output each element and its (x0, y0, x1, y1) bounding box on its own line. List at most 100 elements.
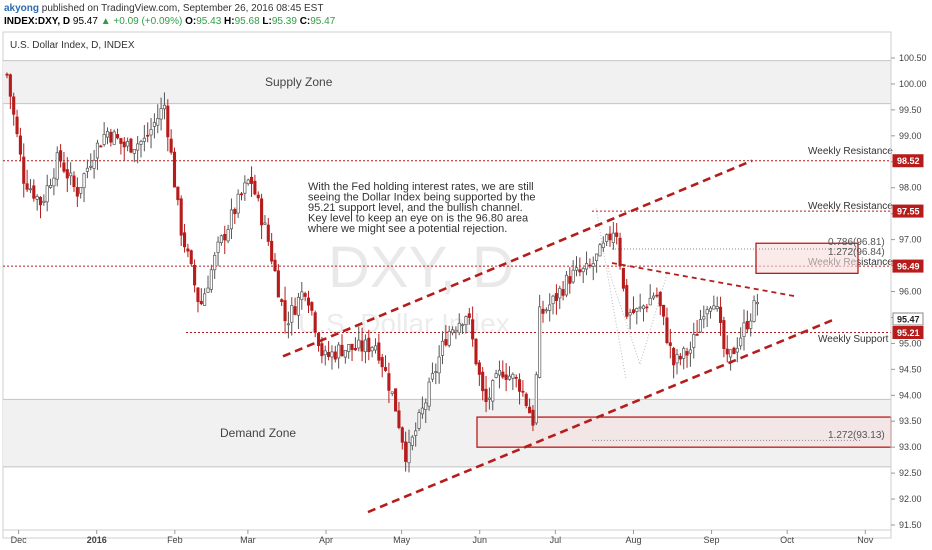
candle-body (554, 293, 558, 302)
y-tick-label: 92.00 (899, 494, 922, 504)
candle-body (678, 355, 682, 360)
analysis-note-line: With the Fed holding interest rates, we … (308, 181, 534, 193)
candle-body (752, 300, 756, 322)
y-tick-label: 93.50 (899, 416, 922, 426)
candle-body (169, 138, 173, 153)
x-tick-label: 2016 (87, 535, 107, 545)
candle-body (424, 402, 428, 410)
candle-body (223, 233, 227, 241)
candle-body (484, 388, 488, 403)
candle-body (608, 233, 612, 241)
candle-body (79, 187, 83, 194)
candle-body (494, 373, 498, 378)
candle-body (695, 334, 699, 336)
candle-body (193, 264, 197, 286)
candle-body (18, 135, 22, 155)
candle-body (82, 173, 86, 189)
candle-body (672, 347, 676, 366)
candle-body (397, 410, 401, 428)
candle-body (715, 306, 719, 309)
candle-body (544, 309, 548, 312)
candle-body (414, 430, 418, 436)
candle-body (631, 309, 636, 314)
candle-body (156, 118, 160, 126)
author-link[interactable]: akyong (4, 3, 40, 14)
candle-body (705, 309, 709, 315)
candle-body (15, 116, 19, 135)
candle-body (440, 340, 445, 356)
candle-body (481, 371, 485, 392)
candle-body (528, 406, 532, 414)
candle-body (32, 185, 36, 199)
candle-body (558, 288, 562, 299)
candle-body (641, 305, 646, 310)
candle-body (186, 248, 190, 252)
candle-body (65, 169, 69, 179)
candle-body (638, 306, 642, 309)
candle-body (655, 294, 659, 297)
candle-body (394, 388, 398, 412)
candle-body (461, 324, 465, 327)
candle-body (253, 180, 257, 195)
x-tick-label: Mar (240, 535, 256, 545)
fib-box-lower (476, 416, 892, 448)
candle-body (739, 337, 743, 347)
candle-body (390, 391, 394, 394)
candle-body (380, 357, 384, 368)
y-tick-label: 94.50 (899, 364, 922, 374)
candle-body (400, 427, 404, 443)
candle-body (384, 367, 388, 371)
candle-body (136, 143, 140, 151)
candle-body (62, 162, 66, 172)
price-tag (892, 312, 924, 326)
candle-body (28, 188, 33, 191)
close-value: 95.47 (310, 16, 336, 27)
candle-body (219, 235, 223, 243)
candle-body (233, 209, 237, 215)
x-tick-label: Dec (11, 535, 28, 545)
candle-body (149, 129, 153, 136)
candle-body (162, 104, 167, 110)
price-tag (892, 204, 924, 218)
y-tick-label: 100.00 (899, 79, 927, 89)
candle-body (166, 105, 170, 138)
candle-body (256, 194, 260, 199)
candle-body (216, 241, 220, 253)
candle-body (72, 175, 76, 188)
y-tick-label: 91.50 (899, 520, 922, 530)
y-tick-label: 93.00 (899, 442, 922, 452)
candle-body (507, 375, 512, 380)
candle-body (209, 269, 213, 290)
symbol-label: INDEX:DXY, D (4, 16, 71, 27)
candle-body (337, 344, 341, 359)
x-tick-label: May (393, 535, 411, 545)
candle-body (538, 306, 542, 378)
candle-body (95, 142, 100, 159)
x-tick-label: Jul (550, 535, 562, 545)
x-tick-label: Jun (472, 535, 487, 545)
candle-body (464, 316, 468, 326)
candle-body (611, 232, 615, 243)
candle-body (662, 304, 666, 317)
candle-body (712, 305, 716, 310)
candle-body (698, 319, 703, 333)
candle-body (745, 321, 749, 330)
candle-body (236, 193, 240, 214)
candle-body (172, 151, 177, 188)
candle-body (343, 350, 347, 358)
candle-body (109, 131, 113, 143)
candle-body (55, 152, 59, 180)
candle-body (621, 267, 625, 289)
candle-body (38, 196, 43, 206)
candle-body (574, 267, 579, 271)
analysis-note-line: 95.21 support level, and the bullish cha… (308, 202, 523, 214)
candle-body (25, 183, 29, 190)
candle-body (310, 302, 314, 311)
candle-body (564, 274, 569, 296)
price-tag (892, 259, 924, 273)
candle-body (588, 264, 592, 267)
candle-body (179, 198, 183, 236)
y-tick-label: 100.50 (899, 53, 927, 63)
candle-body (645, 306, 649, 309)
